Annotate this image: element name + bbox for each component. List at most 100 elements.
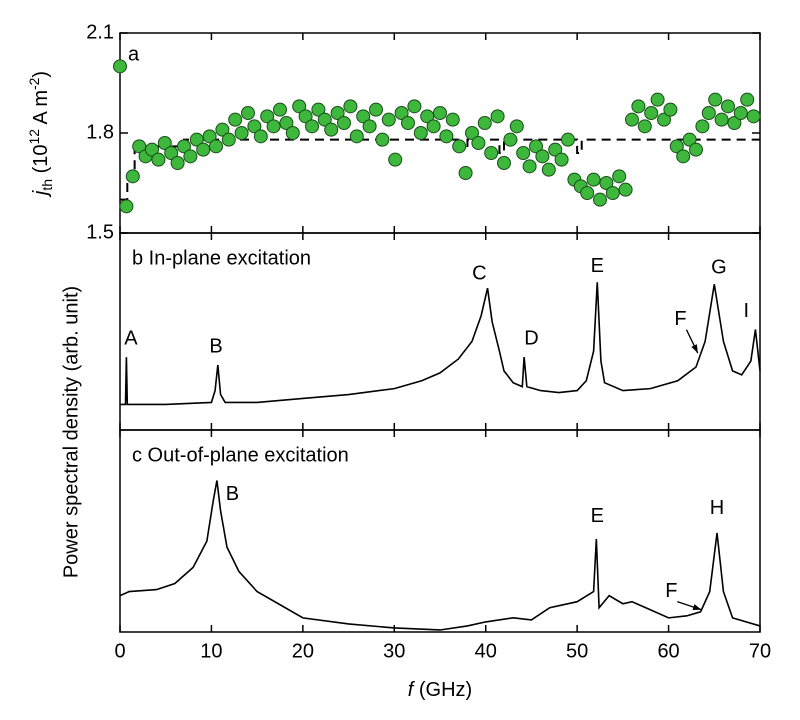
data-point — [503, 132, 518, 147]
data-point — [618, 182, 633, 197]
data-point — [234, 126, 249, 140]
x-tick-label: 70 — [749, 640, 771, 662]
peak-label: F — [665, 580, 677, 602]
data-point — [253, 129, 268, 144]
data-point — [740, 92, 755, 107]
y-tick-label: 2.1 — [86, 21, 114, 43]
peak-label: G — [711, 257, 727, 279]
panel-label: a — [128, 43, 140, 65]
data-point — [625, 112, 639, 127]
data-point — [273, 102, 287, 117]
data-point — [490, 109, 505, 124]
peak-label: A — [124, 328, 138, 350]
fit-line — [120, 138, 760, 201]
data-point — [471, 136, 486, 150]
data-point — [349, 129, 364, 144]
data-point — [388, 152, 403, 167]
y-tick-label: 1.5 — [86, 221, 114, 243]
data-point — [509, 119, 524, 134]
data-point — [561, 132, 575, 147]
data-point — [228, 112, 243, 127]
y-axis-label-part: ) — [30, 71, 52, 78]
data-point — [708, 92, 723, 107]
data-point — [452, 139, 467, 154]
data-point — [266, 119, 281, 134]
data-point — [113, 59, 127, 74]
data-point — [420, 109, 435, 124]
data-point — [369, 102, 383, 117]
x-tick-label: 60 — [657, 640, 679, 662]
data-point — [189, 132, 204, 147]
data-point — [439, 129, 454, 144]
peak-label: B — [209, 336, 222, 358]
data-point — [637, 119, 652, 134]
data-point — [433, 106, 447, 120]
data-point — [689, 142, 703, 157]
data-point — [209, 139, 223, 154]
data-point — [445, 112, 460, 127]
data-point — [669, 139, 684, 154]
peak-label: B — [226, 483, 239, 505]
x-tick-label: 50 — [566, 640, 588, 662]
spectrum-line — [120, 282, 761, 406]
data-point — [541, 162, 556, 177]
data-point — [465, 126, 479, 140]
data-point — [324, 122, 339, 137]
data-point — [650, 92, 665, 107]
peak-label: C — [472, 263, 486, 285]
peak-label: H — [710, 497, 724, 519]
data-point — [292, 99, 307, 114]
data-point — [247, 119, 262, 134]
spectrum-line — [119, 480, 761, 631]
data-point — [529, 139, 543, 154]
plot-frame — [119, 429, 761, 633]
data-point — [426, 119, 441, 134]
data-point — [125, 169, 140, 184]
peak-label: D — [524, 328, 538, 350]
data-point — [356, 109, 371, 124]
data-point — [644, 106, 659, 120]
data-point — [157, 136, 172, 150]
panel-label: c Out-of-plane excitation — [132, 444, 349, 466]
y-tick-label: 1.8 — [86, 121, 114, 143]
data-point — [586, 172, 601, 187]
data-point — [285, 126, 300, 140]
data-point — [202, 129, 217, 144]
plot-frame — [119, 32, 761, 234]
data-point — [215, 122, 230, 137]
data-point — [554, 152, 569, 167]
data-point — [151, 152, 166, 167]
data-point — [714, 112, 729, 127]
data-point — [401, 116, 415, 130]
data-point — [119, 199, 134, 214]
data-point — [241, 106, 255, 120]
data-point — [394, 106, 409, 120]
data-point — [362, 119, 377, 134]
data-point — [599, 176, 614, 190]
data-point — [305, 119, 319, 134]
data-point — [375, 132, 390, 147]
data-point — [477, 116, 492, 130]
data-point — [516, 146, 531, 160]
peak-label: E — [591, 255, 604, 277]
y-axis-label-part: A m — [30, 90, 52, 129]
x-tick-label: 30 — [383, 640, 405, 662]
data-point — [170, 156, 185, 170]
data-point — [298, 109, 313, 124]
data-point — [593, 192, 607, 207]
data-point — [145, 142, 159, 157]
data-point — [721, 99, 735, 114]
data-point — [497, 156, 511, 170]
y-axis-label: jth (1012 A m-2) — [26, 71, 55, 198]
data-point — [183, 149, 198, 164]
data-point — [695, 119, 710, 134]
data-point — [279, 116, 294, 130]
peak-label: E — [591, 505, 604, 527]
data-point — [548, 142, 563, 157]
data-point — [317, 112, 332, 127]
y-axis-label-part: th — [39, 179, 55, 191]
data-point — [132, 139, 147, 154]
y-axis-label: Power spectral density (arb. unit) — [60, 286, 82, 578]
data-point — [221, 132, 236, 147]
